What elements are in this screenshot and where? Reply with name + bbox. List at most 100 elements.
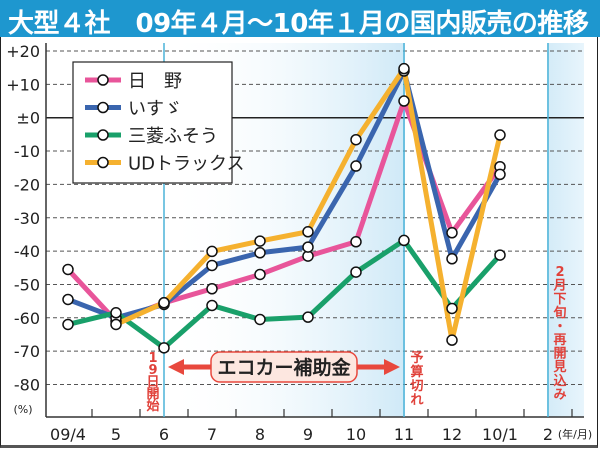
data-point xyxy=(302,311,314,323)
data-point xyxy=(206,245,218,258)
y-tick-label: ±0 xyxy=(16,109,40,128)
annotation-char: 開 xyxy=(553,347,566,362)
annotation-char: れ xyxy=(410,393,423,408)
data-point xyxy=(494,168,506,181)
annotation-char: 日 xyxy=(146,375,159,390)
data-point xyxy=(206,299,218,312)
subsidy-label: エコカー補助金 xyxy=(217,356,351,379)
x-tick-label: 9 xyxy=(303,425,313,444)
x-tick-label: 5 xyxy=(111,425,121,444)
y-axis-unit-label: (%) xyxy=(13,403,32,416)
annotation-char: 込 xyxy=(553,373,567,389)
legend-marker xyxy=(97,156,109,169)
data-point xyxy=(254,268,266,281)
markers-UDトラックス xyxy=(110,62,506,346)
markers-三菱ふそう xyxy=(62,234,506,354)
data-point xyxy=(350,133,362,146)
legend-label: UDトラックス xyxy=(128,154,245,175)
x-tick-label: 8 xyxy=(255,425,265,444)
annotation-char: ・ xyxy=(553,319,566,334)
data-point xyxy=(62,293,74,306)
data-point xyxy=(398,234,410,247)
data-point xyxy=(254,247,266,259)
x-tick-label: 7 xyxy=(207,425,217,444)
data-point xyxy=(110,307,122,319)
legend-item: 三菱ふそう xyxy=(85,126,218,147)
legend-marker xyxy=(97,101,109,114)
annotation-char: 切 xyxy=(410,379,423,394)
data-point xyxy=(302,241,314,253)
x-tick-label: 11 xyxy=(394,425,414,444)
annotation-char: 算 xyxy=(410,364,423,380)
y-tick-label: -20 xyxy=(14,175,40,194)
data-point xyxy=(158,342,170,354)
arrow-right-head xyxy=(384,359,400,375)
annotation-char: 月 xyxy=(552,279,566,294)
legend-item: いすゞ xyxy=(85,99,182,120)
data-point xyxy=(206,259,218,272)
annotation-char: 1 xyxy=(148,351,157,366)
chart-title: 大型４社 09年４月～10年１月の国内販売の推移 xyxy=(8,9,589,39)
y-tick-label: -80 xyxy=(14,376,40,395)
x-tick-label: 12 xyxy=(442,425,462,444)
resume-period-shade xyxy=(547,43,584,417)
data-point xyxy=(62,263,74,276)
annotation-char: 始 xyxy=(146,398,159,414)
markers-いすゞ xyxy=(62,65,506,324)
legend-item: UDトラックス xyxy=(85,154,245,175)
annotation-char: 予 xyxy=(410,351,423,366)
annotation-char: 下 xyxy=(553,292,566,307)
x-tick-label: 10 xyxy=(346,425,366,444)
data-point xyxy=(206,283,218,295)
y-tick-label: -60 xyxy=(14,309,40,328)
data-point xyxy=(398,62,410,75)
series-line xyxy=(65,237,503,351)
data-point xyxy=(302,226,314,238)
x-tick-label: 2 xyxy=(543,425,553,444)
data-point xyxy=(494,249,506,261)
title-bar: 大型４社 09年４月～10年１月の国内販売の推移 xyxy=(0,0,600,39)
subsidy-label-box xyxy=(210,351,358,383)
annotation-char: 旬 xyxy=(552,305,566,321)
y-tick-label: -40 xyxy=(14,242,40,261)
data-point xyxy=(446,253,458,265)
y-tick-label: -70 xyxy=(14,342,40,361)
x-tick-label: 09/4 xyxy=(50,425,86,444)
data-point xyxy=(350,266,362,278)
data-point xyxy=(254,235,266,247)
y-tick-label: -50 xyxy=(14,275,40,294)
legend-marker xyxy=(97,129,109,141)
annotation-char: み xyxy=(553,387,566,402)
x-axis-unit-label: (年/月) xyxy=(558,427,592,441)
annotation-char: 2 xyxy=(555,265,564,280)
data-point xyxy=(350,236,362,248)
data-point xyxy=(254,313,266,326)
series-三菱ふそう xyxy=(65,237,503,351)
legend-label: 日 野 xyxy=(128,71,182,92)
annotation-char: 9 xyxy=(148,363,157,378)
legend-label: 三菱ふそう xyxy=(128,126,218,147)
legend-marker xyxy=(97,74,109,86)
arrow-left-head xyxy=(168,359,184,375)
annotation-char: 開 xyxy=(146,387,159,402)
data-point xyxy=(446,334,458,346)
data-point xyxy=(158,297,170,309)
data-point xyxy=(494,129,506,141)
x-tick-label: 6 xyxy=(159,425,169,444)
x-tick-label: 10/1 xyxy=(482,425,518,444)
data-point xyxy=(62,318,74,331)
data-point xyxy=(110,318,122,331)
data-point xyxy=(446,227,458,239)
y-tick-label: -30 xyxy=(14,209,40,228)
annotation-char: 再 xyxy=(553,333,566,348)
data-point xyxy=(446,302,458,315)
annotation-char: 見 xyxy=(552,360,566,375)
legend-label: いすゞ xyxy=(128,99,182,120)
y-tick-label: +20 xyxy=(6,42,40,61)
y-tick-label: +10 xyxy=(6,75,40,94)
legend-item: 日 野 xyxy=(85,71,182,92)
